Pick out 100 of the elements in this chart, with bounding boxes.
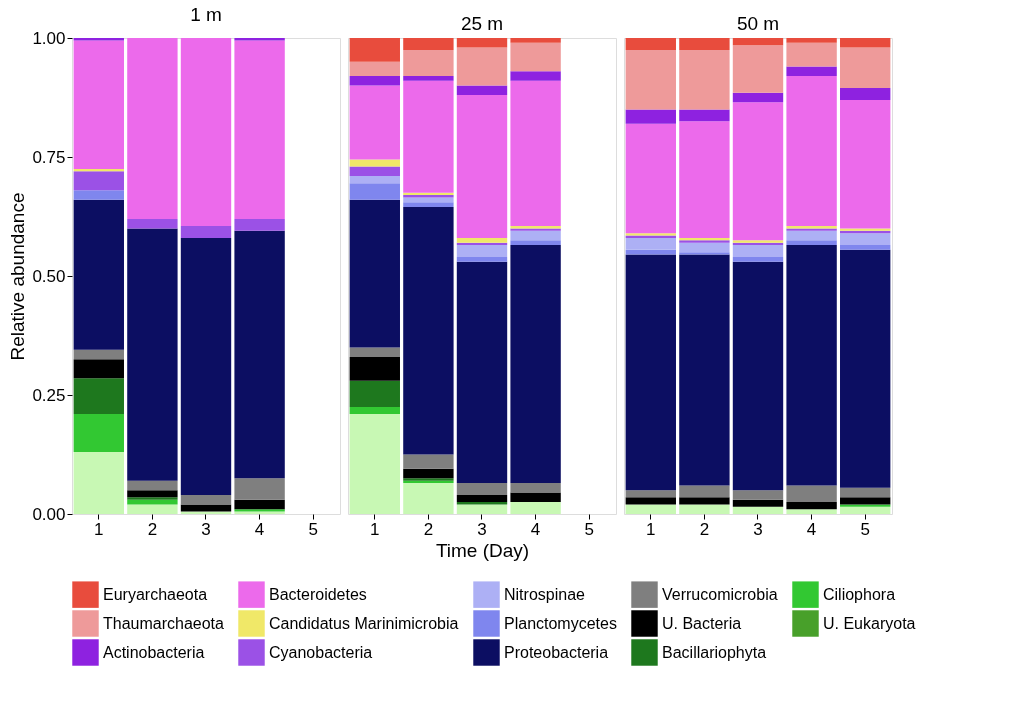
bar [679, 254, 730, 486]
bar [786, 240, 837, 246]
chart-title: 1 m [190, 4, 222, 25]
bar [456, 245, 508, 257]
bar [349, 166, 400, 177]
bar [349, 380, 400, 407]
bar [403, 38, 454, 50]
y-tick-label: 0.75 [32, 147, 66, 167]
bar [732, 102, 784, 241]
x-tick-label: 3 [477, 519, 487, 539]
bar [456, 483, 508, 495]
legend-label: U. Bacteria [662, 614, 742, 632]
bar [349, 61, 400, 77]
bar [510, 38, 561, 43]
bar [679, 485, 730, 498]
y-tick-label: 0.50 [32, 266, 66, 286]
bar [73, 452, 124, 514]
bar [349, 85, 400, 160]
bar [73, 359, 124, 379]
y-tick-label: 0.25 [32, 385, 66, 405]
bar [840, 487, 891, 498]
bar [403, 49, 454, 77]
x-tick-label: 4 [530, 519, 541, 539]
x-tick-label: 5 [584, 519, 594, 539]
bar [456, 261, 508, 484]
bar [349, 406, 400, 415]
bar [349, 38, 400, 62]
bar [840, 497, 891, 505]
bar [625, 237, 676, 250]
bar [679, 121, 730, 238]
bar [403, 76, 454, 81]
bar [510, 80, 561, 227]
bar [127, 38, 178, 219]
bar [180, 226, 232, 238]
bar [786, 245, 837, 486]
bar [679, 504, 730, 514]
bar [234, 218, 285, 231]
bar [73, 199, 124, 350]
bar [786, 509, 837, 514]
x-tick-label: 3 [753, 519, 763, 539]
bar [403, 80, 454, 193]
legend-label: Ciliophora [823, 585, 896, 603]
bar [510, 230, 561, 241]
bar [840, 245, 891, 250]
legend-label: Nitrospinae [504, 585, 586, 603]
bar [73, 349, 124, 360]
bar [732, 92, 784, 103]
bar [679, 497, 730, 505]
bar [456, 38, 508, 48]
bar [625, 497, 676, 505]
bar [127, 218, 178, 229]
bar [127, 497, 178, 500]
bar [234, 499, 285, 510]
bar [403, 197, 454, 203]
bar [349, 176, 400, 184]
bar [234, 40, 285, 219]
y-tick-label: 0.00 [32, 504, 66, 524]
bar [732, 499, 784, 507]
legend-label: Thaumarchaeota [103, 614, 225, 632]
bar [510, 492, 561, 503]
bar [456, 47, 508, 86]
bar [349, 414, 400, 514]
bar [625, 254, 676, 491]
legend-label: Planctomycetes [504, 614, 617, 632]
legend-label: Actinobacteria [103, 643, 205, 661]
bar [732, 490, 784, 500]
bar [127, 480, 178, 491]
x-tick-label: 4 [806, 519, 817, 539]
bar [510, 240, 561, 246]
bar [510, 71, 561, 81]
bar [840, 504, 891, 507]
bar [625, 504, 676, 514]
bar [403, 483, 454, 514]
bar [127, 228, 178, 481]
bar [625, 38, 676, 50]
bar [840, 87, 891, 100]
legend-label: Candidatus Marinimicrobia [269, 614, 459, 632]
chart-title: 50 m [736, 13, 780, 34]
x-tick-label: 5 [860, 519, 870, 539]
x-tick-label: 2 [423, 519, 434, 539]
bar [679, 242, 730, 253]
bar [786, 66, 837, 77]
bar [127, 490, 178, 498]
bar [180, 237, 232, 495]
y-tick-label: 1.00 [32, 28, 66, 48]
bar [180, 38, 232, 227]
bar [234, 478, 285, 500]
bar [840, 233, 891, 246]
x-tick-label: 3 [201, 519, 211, 539]
x-tick-label: 2 [699, 519, 710, 539]
bar [234, 230, 285, 479]
bar [180, 494, 232, 505]
bar [73, 414, 124, 453]
legend-label: Verrucomicrobia [662, 585, 778, 603]
legend-label: U. Eukaryota [823, 614, 916, 632]
bar [456, 504, 508, 514]
y-axis-title: Relative abundance [7, 192, 29, 361]
legend-label: Euryarchaeota [103, 585, 208, 603]
bar [625, 109, 676, 124]
bar [180, 504, 232, 512]
